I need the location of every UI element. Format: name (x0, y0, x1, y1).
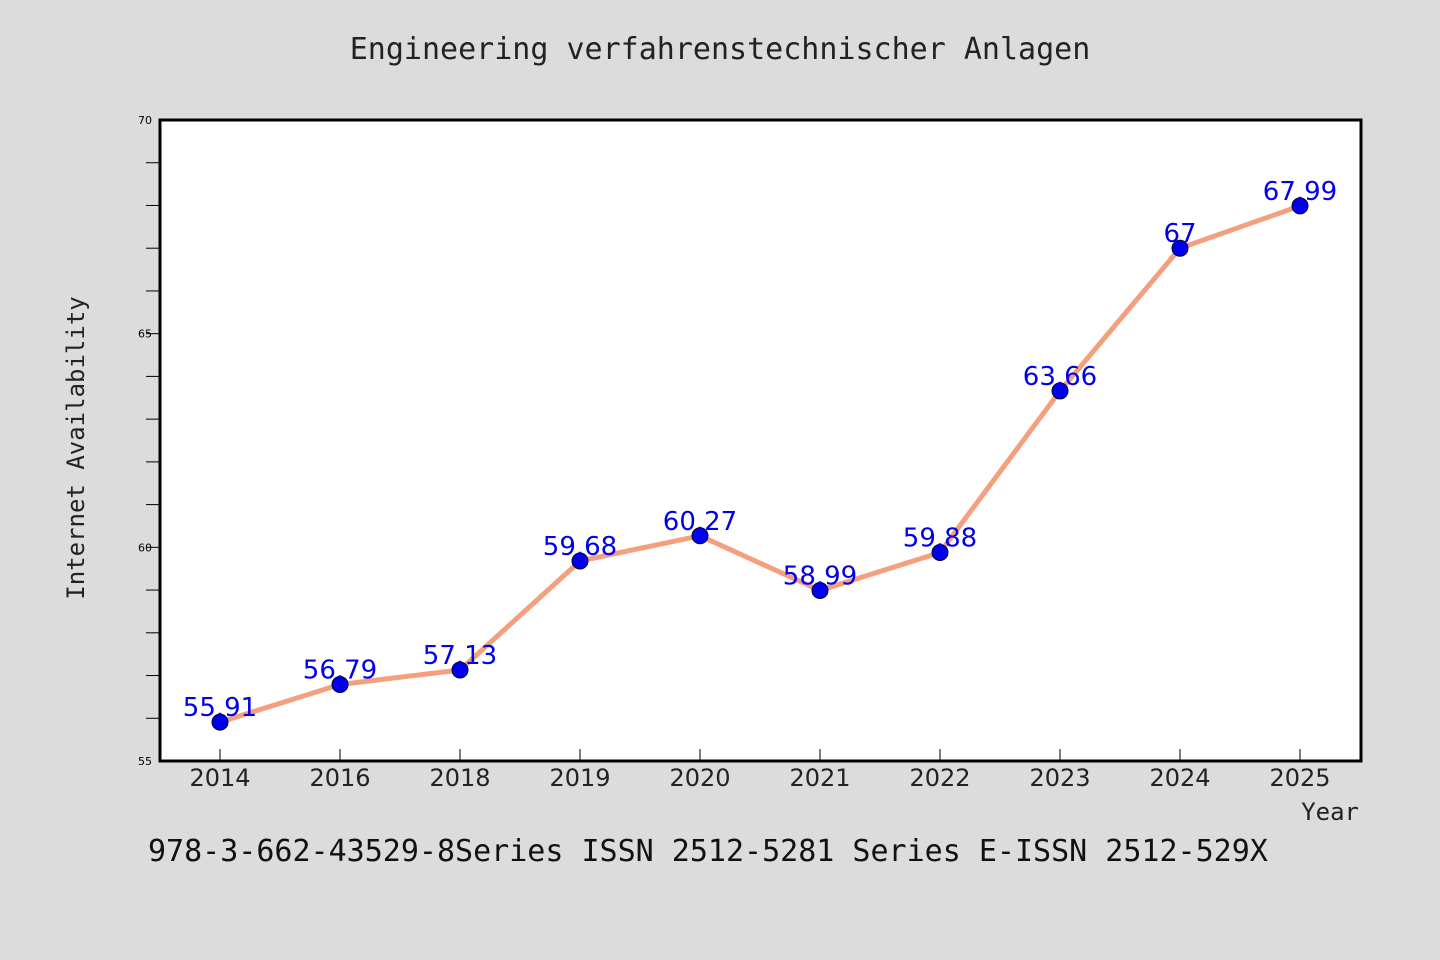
x-tick-label: 2021 (789, 764, 850, 792)
x-tick-label: 2016 (309, 764, 370, 792)
data-point (1171, 239, 1189, 257)
x-tick-label: 2014 (189, 764, 250, 792)
data-point (331, 676, 349, 694)
data-label: 59.88 (903, 523, 977, 553)
data-label: 56.79 (303, 656, 377, 686)
data-label: 67.99 (1263, 177, 1337, 207)
series-issn-note: 978-3-662-43529-8Series ISSN 2512-5281 S… (148, 834, 1268, 869)
plot-area (158, 118, 1363, 763)
series-layer: 55.91 56.79 57.13 59.68 60.27 58.99 59.88 63.66… (183, 177, 1337, 731)
data-point (451, 661, 469, 679)
y-axis-title: Internet Availability (62, 296, 90, 599)
x-tick-label: 2024 (1149, 764, 1210, 792)
data-point (811, 581, 829, 599)
y-axis: 55 60 65 70 (138, 114, 159, 768)
data-label: 59.68 (543, 532, 617, 562)
data-point (931, 543, 949, 561)
x-tick-label: 2020 (669, 764, 730, 792)
data-label: 60.27 (663, 507, 737, 537)
data-point (571, 552, 589, 570)
series-line (217, 203, 1303, 725)
y-tick-label: 70 (138, 114, 152, 127)
data-point (691, 527, 709, 545)
data-label: 57.13 (423, 641, 497, 671)
x-tick-label: 2019 (549, 764, 610, 792)
data-label: 67 (1163, 219, 1196, 249)
x-tick-label: 2025 (1269, 764, 1330, 792)
y-tick-label: 60 (138, 541, 152, 554)
y-tick-label: 55 (138, 755, 152, 768)
data-label: 63.66 (1023, 362, 1097, 392)
x-axis-title: Year (1301, 798, 1359, 826)
data-point (211, 713, 229, 731)
x-axis: 2014 2016 2018 2019 2020 2021 2022 2023 2024 2025 (189, 749, 1331, 792)
chart-title: Engineering verfahrenstechnischer Anlage… (349, 32, 1091, 67)
x-tick-label: 2022 (909, 764, 970, 792)
data-label: 55.91 (183, 693, 257, 723)
data-point (1051, 382, 1069, 400)
x-tick-label: 2018 (429, 764, 490, 792)
y-tick-label: 65 (138, 328, 152, 341)
data-point (1291, 197, 1309, 215)
x-tick-label: 2023 (1029, 764, 1090, 792)
data-label: 58.99 (783, 561, 857, 591)
